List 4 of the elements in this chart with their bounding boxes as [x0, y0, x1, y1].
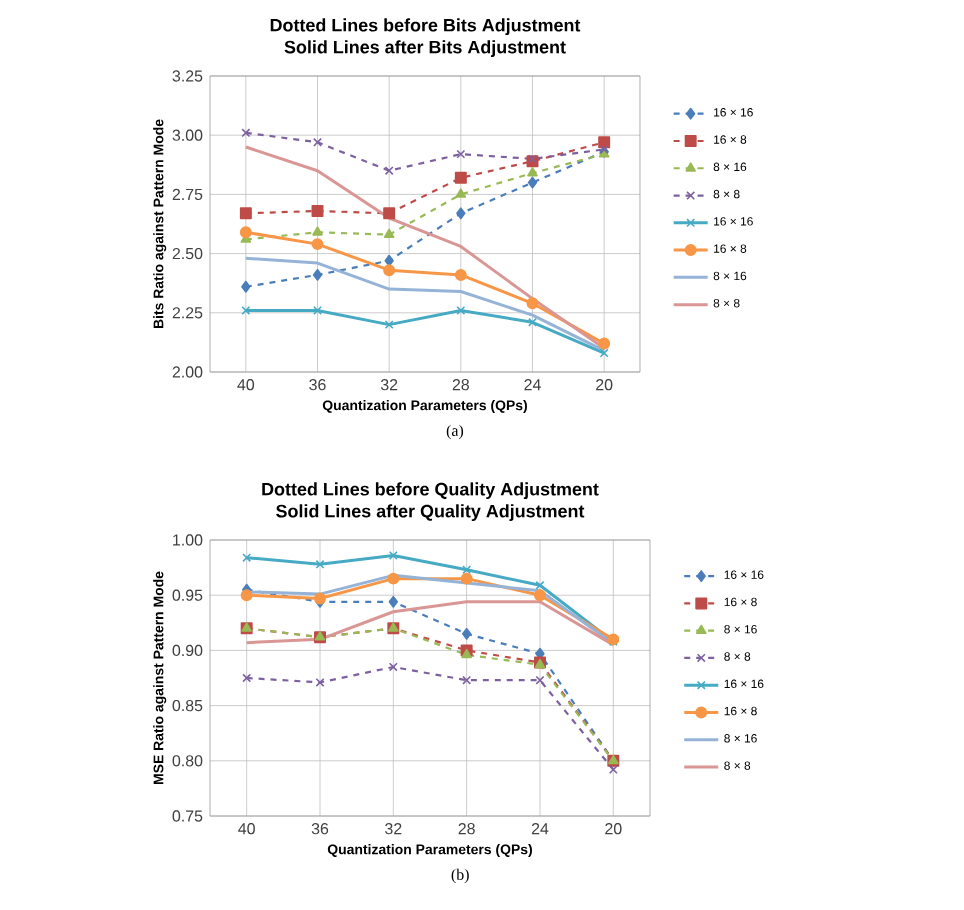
chart-title: Dotted Lines before Quality Adjustment [262, 482, 599, 500]
chart-subtitle: Solid Lines after Bits Adjustment [284, 40, 566, 57]
chart-subtitle: Solid Lines after Quality Adjustment [276, 504, 585, 521]
chart-title: Dotted Lines before Bits Adjustment [270, 18, 581, 36]
